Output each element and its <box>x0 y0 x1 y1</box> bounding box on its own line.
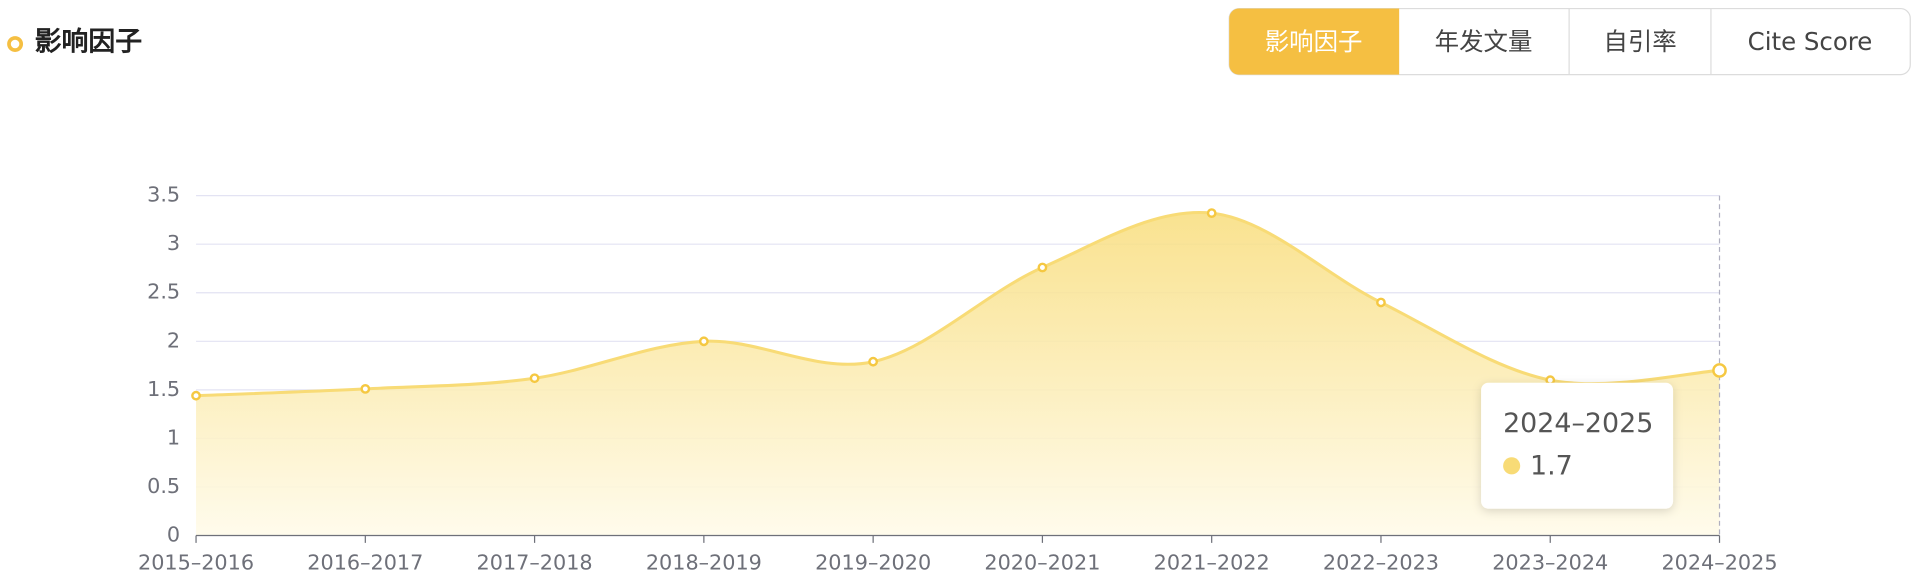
area <box>196 212 1720 536</box>
chart-title: 影响因子 <box>35 25 143 57</box>
tab-active-bg <box>1229 8 1400 75</box>
y-tick-label: 1.5 <box>147 377 180 401</box>
x-tick-label: 2017–2018 <box>477 551 593 575</box>
y-tick-label: 0 <box>167 523 180 547</box>
y-tick-label: 3 <box>167 231 180 255</box>
x-tick-label: 2018–2019 <box>646 551 762 575</box>
y-tick-label: 0.5 <box>147 474 180 498</box>
tooltip-label: 2024–2025 <box>1503 408 1653 439</box>
y-tick-label: 2.5 <box>147 280 180 304</box>
tab[interactable]: 年发文量 <box>1435 27 1533 56</box>
x-tick-label: 2015–2016 <box>138 551 254 575</box>
point <box>1376 297 1386 308</box>
point <box>1037 262 1048 273</box>
x-tick-label: 2021–2022 <box>1154 551 1270 575</box>
point <box>360 384 371 394</box>
y-tick-label: 1 <box>167 425 180 449</box>
tab[interactable]: Cite Score <box>1748 27 1873 56</box>
point <box>868 356 879 367</box>
tab-bar: 影响因子 年发文量 自引率 Cite Score <box>1228 7 1911 76</box>
y-tick-label: 2 <box>167 328 180 352</box>
title-icon <box>7 36 24 52</box>
x-tick-label: 2023–2024 <box>1492 551 1608 575</box>
x-tick-label: 2016–2017 <box>307 551 423 575</box>
point <box>1712 363 1727 378</box>
tooltip-dot <box>1503 457 1521 475</box>
point <box>529 373 540 384</box>
tab[interactable]: 影响因子 <box>1265 27 1363 56</box>
tab[interactable]: 自引率 <box>1603 27 1676 56</box>
tooltip-value: 1.7 <box>1530 451 1573 482</box>
tooltip-box <box>1481 382 1674 509</box>
point <box>191 390 201 401</box>
y-tick-label: 3.5 <box>147 183 180 207</box>
point <box>1206 208 1217 219</box>
x-tick-label: 2020–2021 <box>984 551 1100 575</box>
line <box>195 210 1720 398</box>
tooltip: 2024–2025 1.7 <box>1481 382 1674 509</box>
x-tick-label: 2022–2023 <box>1323 551 1439 575</box>
x-tick-label: 2019–2020 <box>815 551 931 575</box>
point <box>698 336 709 347</box>
x-tick-label: 2024–2025 <box>1661 551 1777 575</box>
